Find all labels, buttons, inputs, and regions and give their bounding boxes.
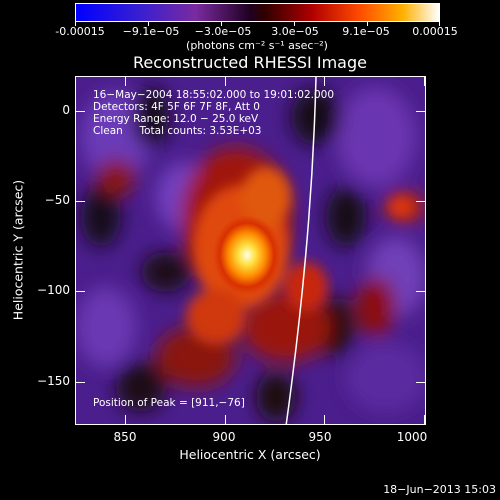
colorbar-tick-label: −3.0e−05 xyxy=(194,25,252,38)
x-tick-label: 1000 xyxy=(396,430,428,444)
energy-range-text: Energy Range: 12.0 − 25.0 keV xyxy=(93,113,259,125)
x-tick-label: 900 xyxy=(212,430,236,444)
x-tick-label: 950 xyxy=(308,430,332,444)
colorbar-units: (photons cm⁻² s⁻¹ asec⁻²) xyxy=(186,39,328,52)
colorbar-tick-label: 9.1e−05 xyxy=(342,25,390,38)
x-tick-label: 850 xyxy=(113,430,137,444)
y-tick-label: −100 xyxy=(37,283,70,297)
flare-peak xyxy=(213,215,281,295)
y-axis-title: Heliocentric Y (arcsec) xyxy=(10,179,26,321)
y-tick-label: 0 xyxy=(62,103,70,117)
y-tick-label: −50 xyxy=(44,193,70,207)
colorbar-tick-label: 3.0e−05 xyxy=(271,25,319,38)
plot-title: Reconstructed RHESSI Image xyxy=(133,53,367,72)
peak-position-text: Position of Peak = [911,−76] xyxy=(93,397,245,409)
colorbar xyxy=(75,3,440,22)
colorbar-tick-label: -0.00015 xyxy=(55,25,105,38)
colorbar-tick-label: 0.00015 xyxy=(412,25,458,38)
method-counts-text: Clean Total counts: 3.53E+03 xyxy=(93,125,262,137)
heatmap-image xyxy=(76,77,425,424)
solar-limb xyxy=(285,77,317,424)
time-range-text: 16−May−2004 18:55:02.000 to 19:01:02.000 xyxy=(93,89,335,101)
y-tick-label: −150 xyxy=(37,374,70,388)
detectors-text: Detectors: 4F 5F 6F 7F 8F, Att 0 xyxy=(93,101,260,113)
x-axis-title: Heliocentric X (arcsec) xyxy=(179,447,321,462)
colorbar-tick-label: −9.1e−05 xyxy=(122,25,180,38)
datestamp: 18−Jun−2013 15:03 xyxy=(383,483,496,496)
image-plot: 16−May−2004 18:55:02.000 to 19:01:02.000… xyxy=(75,76,426,425)
